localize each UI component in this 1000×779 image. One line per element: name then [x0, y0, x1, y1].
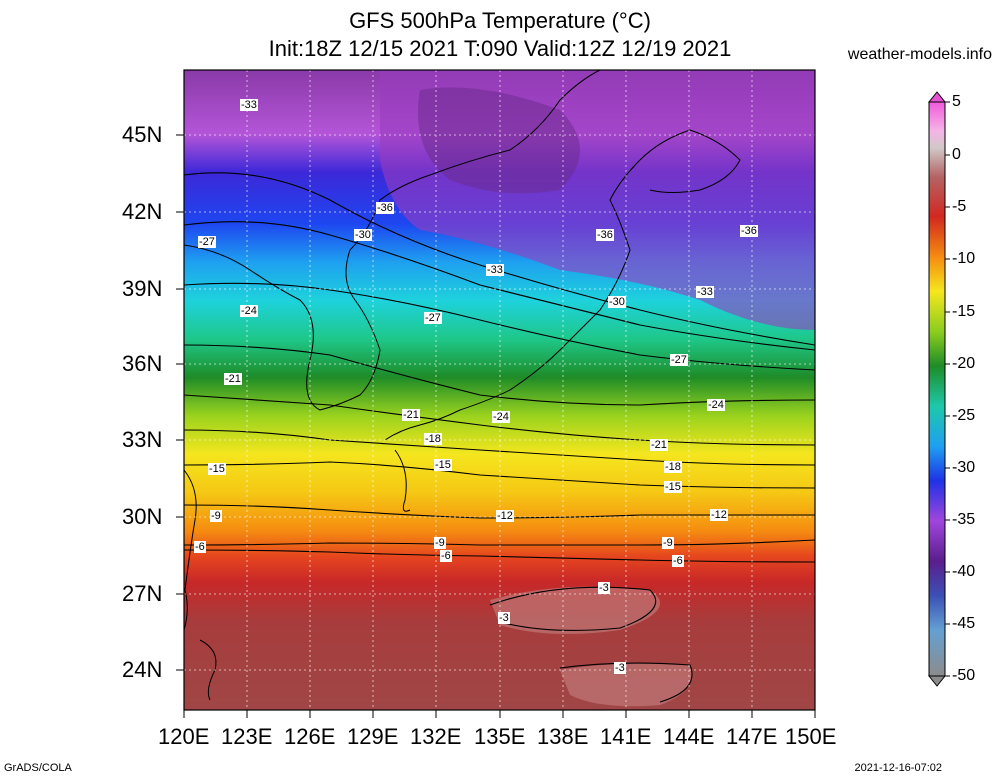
colorbar-label: 0	[952, 146, 961, 163]
contour-label: -36	[376, 202, 394, 214]
map-subtitle: Init:18Z 12/15 2021 T:090 Valid:12Z 12/1…	[268, 36, 732, 61]
contour-label: -24	[492, 411, 510, 423]
colorbar-label: -50	[952, 667, 976, 684]
colorbar-label: -45	[952, 615, 976, 632]
contour-label: -15	[208, 463, 226, 475]
contour-label: -15	[434, 459, 452, 471]
lon-label: 138E	[537, 724, 589, 749]
contour-label: -27	[198, 236, 216, 248]
lon-label: 141E	[600, 724, 652, 749]
contour-label: -21	[650, 439, 668, 451]
contour-label: -12	[710, 509, 728, 521]
contour-label: -15	[664, 481, 682, 493]
colorbar-label: -20	[952, 355, 976, 372]
lat-label: 30N	[122, 504, 163, 529]
contour-label: -30	[354, 229, 372, 241]
colorbar-label: -30	[952, 459, 976, 476]
axis-ticks	[176, 134, 816, 718]
lon-label: 120E	[158, 724, 210, 749]
lat-label: 36N	[122, 351, 163, 376]
contour-label: -9	[210, 510, 222, 522]
contour-label: -18	[424, 433, 442, 445]
warm-patch-1	[490, 586, 660, 634]
lon-label: 123E	[221, 724, 273, 749]
contour-label: -3	[598, 582, 610, 594]
colorbar-label: 5	[952, 93, 961, 110]
contour-label: -6	[672, 555, 684, 567]
colorbar-label: -10	[952, 250, 976, 267]
lon-label: 126E	[284, 724, 336, 749]
contour-label: -27	[670, 354, 688, 366]
contour-label: -24	[240, 305, 258, 317]
contour-lines	[183, 172, 816, 703]
colorbar-label: -5	[952, 198, 967, 215]
coastlines	[183, 69, 741, 701]
lon-label: 129E	[347, 724, 399, 749]
contour-label: -21	[402, 409, 420, 421]
contour-label: -36	[740, 225, 758, 237]
colorbar-label: -15	[952, 303, 976, 320]
lat-label: 24N	[122, 657, 163, 682]
contour-label: -9	[662, 537, 674, 549]
contour-label: -21	[224, 373, 242, 385]
contour-label: -3	[498, 612, 510, 624]
contour-label: -18	[664, 461, 682, 473]
contour-label: -3	[614, 662, 626, 674]
warm-patch-2	[560, 663, 692, 707]
contour-label: -12	[496, 510, 514, 522]
lat-label: 45N	[122, 122, 163, 147]
contour-label: -9	[434, 537, 446, 549]
colorbar-label: -40	[952, 563, 976, 580]
lon-label: 150E	[785, 724, 837, 749]
lon-label: 144E	[663, 724, 715, 749]
contour-label: -33	[486, 264, 504, 276]
lon-label: 147E	[726, 724, 778, 749]
colorbar	[927, 91, 950, 687]
contour-label: -24	[707, 399, 725, 411]
lat-label: 42N	[122, 199, 163, 224]
lon-label: 135E	[474, 724, 526, 749]
contour-label: -27	[424, 312, 442, 324]
contour-label: -6	[440, 550, 452, 562]
lat-label: 33N	[122, 427, 163, 452]
contour-label: -6	[194, 541, 206, 553]
map-title: GFS 500hPa Temperature (°C)	[349, 8, 651, 33]
lat-label: 39N	[122, 276, 163, 301]
contour-label: -36	[596, 229, 614, 241]
footer-left: GrADS/COLA	[4, 762, 72, 774]
colorbar-label: -25	[952, 407, 976, 424]
lat-label: 27N	[122, 581, 163, 606]
site-label: weather-models.info	[847, 46, 992, 63]
lon-label: 132E	[410, 724, 462, 749]
contour-label: -30	[608, 296, 626, 308]
footer-right: 2021-12-16-07:02	[854, 762, 942, 774]
coldest-core	[418, 87, 580, 194]
contour-label: -33	[696, 286, 714, 298]
contour-label: -33	[240, 99, 258, 111]
colorbar-label: -35	[952, 511, 976, 528]
